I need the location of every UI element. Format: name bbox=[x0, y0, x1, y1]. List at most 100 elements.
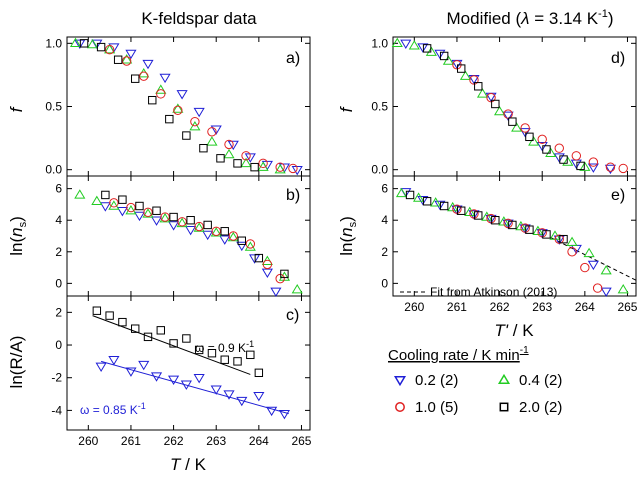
data-point bbox=[159, 73, 171, 84]
data-point bbox=[176, 217, 188, 228]
data-point bbox=[422, 44, 432, 53]
data-point bbox=[211, 226, 221, 236]
data-point bbox=[536, 229, 548, 239]
data-point bbox=[434, 49, 446, 60]
data-point bbox=[194, 221, 204, 232]
data-point bbox=[605, 162, 616, 172]
y-tick-label: 4 bbox=[55, 213, 62, 227]
data-point bbox=[457, 206, 466, 215]
data-point bbox=[417, 43, 429, 53]
data-point bbox=[150, 216, 163, 226]
x-tick-label: 264 bbox=[575, 300, 595, 314]
data-point bbox=[169, 212, 178, 222]
legend-marker bbox=[393, 376, 407, 387]
data-point bbox=[182, 334, 191, 343]
x-tick-label: 261 bbox=[447, 300, 467, 314]
legend: 0.2 (2) 0.4 (2) 1.0 (5) 2.0 (2) bbox=[393, 372, 562, 416]
panel-a-ylabel: f bbox=[7, 105, 26, 112]
data-point bbox=[580, 262, 590, 273]
data-point bbox=[74, 39, 86, 49]
data-point bbox=[417, 195, 429, 206]
legend-label: 0.2 (2) bbox=[415, 372, 458, 389]
y-tick-label: 0 bbox=[381, 276, 388, 290]
left-header: K-feldspar data bbox=[141, 9, 257, 28]
data-point bbox=[233, 357, 242, 366]
fit-line bbox=[550, 237, 637, 281]
y-tick-label: 6 bbox=[55, 182, 62, 196]
panel-e-plot: 260 261 262 263 264 265 0 2 4 6 bbox=[381, 176, 637, 314]
data-point bbox=[156, 89, 166, 99]
data-point bbox=[545, 147, 557, 157]
data-point bbox=[207, 348, 217, 358]
legend-label: 1.0 (5) bbox=[415, 399, 458, 416]
data-point bbox=[617, 284, 629, 294]
data-point bbox=[169, 339, 178, 348]
data-point bbox=[143, 332, 153, 342]
data-point bbox=[133, 211, 146, 222]
data-point bbox=[219, 235, 231, 245]
data-point bbox=[474, 82, 483, 91]
data-point bbox=[618, 163, 628, 174]
data-point bbox=[167, 375, 180, 386]
data-point bbox=[474, 211, 483, 220]
data-point bbox=[559, 155, 568, 164]
data-point bbox=[412, 192, 425, 202]
data-point bbox=[173, 105, 183, 115]
panel-e-xlabel: T' / K bbox=[494, 321, 534, 340]
data-point bbox=[553, 153, 565, 163]
data-point bbox=[91, 195, 103, 205]
data-point bbox=[254, 368, 264, 378]
x-tick-label: 265 bbox=[617, 300, 637, 314]
data-point bbox=[422, 197, 432, 206]
right-header: Modified (λ = 3.14 K-1) bbox=[447, 8, 614, 28]
data-point bbox=[155, 84, 167, 94]
data-point bbox=[104, 43, 116, 54]
data-point bbox=[520, 123, 530, 133]
data-point bbox=[554, 234, 564, 244]
data-point bbox=[202, 230, 214, 241]
panel-a-label: a) bbox=[286, 50, 300, 67]
data-point bbox=[588, 157, 599, 167]
data-point bbox=[502, 219, 514, 230]
data-point bbox=[270, 287, 282, 297]
data-point bbox=[576, 161, 585, 171]
data-point bbox=[257, 161, 269, 171]
data-point bbox=[262, 259, 273, 270]
panel-d-label: d) bbox=[611, 50, 625, 67]
x-tick-label: 265 bbox=[291, 434, 311, 448]
legend-label: 0.4 (2) bbox=[519, 372, 562, 389]
data-point bbox=[96, 42, 106, 52]
data-point bbox=[554, 143, 564, 153]
data-point bbox=[236, 396, 248, 407]
data-point bbox=[143, 207, 153, 218]
data-point bbox=[190, 116, 200, 127]
x-tick-label: 263 bbox=[532, 300, 552, 314]
data-point bbox=[116, 207, 129, 217]
panel-b-plot: 0 2 4 6 bbox=[55, 176, 310, 297]
panel-c-xlabel: T / K bbox=[170, 455, 207, 474]
data-point bbox=[485, 214, 497, 225]
data-point bbox=[108, 356, 120, 366]
data-point bbox=[245, 239, 256, 249]
data-point bbox=[261, 268, 273, 278]
data-point bbox=[142, 208, 154, 218]
data-point bbox=[167, 221, 180, 231]
data-point bbox=[152, 206, 161, 215]
data-point bbox=[275, 273, 285, 284]
data-point bbox=[600, 287, 612, 297]
data-point bbox=[69, 37, 82, 48]
data-point bbox=[567, 247, 577, 257]
legend-marker bbox=[497, 373, 511, 384]
y-tick-label: 0.0 bbox=[45, 163, 62, 177]
data-point bbox=[600, 265, 612, 275]
data-point bbox=[430, 197, 442, 207]
data-point bbox=[125, 367, 137, 377]
data-point bbox=[254, 253, 264, 263]
data-point bbox=[525, 132, 534, 142]
data-point bbox=[121, 56, 132, 66]
data-point bbox=[105, 311, 114, 320]
data-point bbox=[579, 161, 591, 171]
data-point bbox=[193, 222, 205, 232]
data-point bbox=[125, 205, 137, 215]
